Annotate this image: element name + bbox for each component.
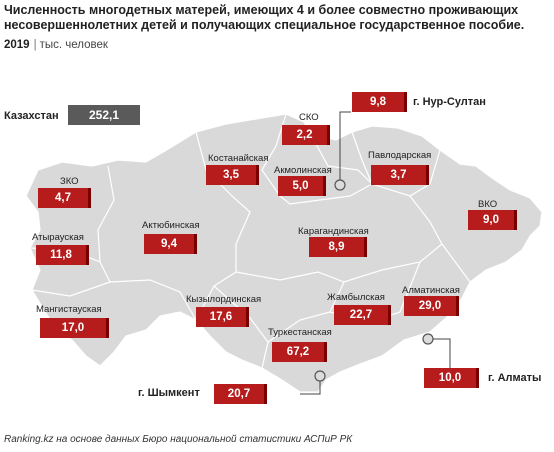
total-label: Казахстан	[4, 110, 59, 122]
unit-label: тыс. человек	[39, 39, 108, 51]
region-label-zko: ЗКО	[60, 176, 79, 187]
region-label-kostanay: Костанайская	[208, 153, 269, 164]
region-value-zhambyl: 22,7	[334, 305, 391, 325]
chart-subtitle: 2019 | тыс. человек	[4, 38, 108, 52]
region-label-pavlodar: Павлодарская	[368, 150, 432, 161]
region-value-atyrau: 11,8	[36, 245, 89, 265]
border-line	[31, 279, 197, 321]
region-value-almaty-region: 29,0	[404, 296, 459, 316]
source-note: Ranking.kz на основе данных Бюро национа…	[4, 434, 353, 445]
region-label-vko: ВКО	[478, 199, 498, 210]
region-label-zhambyl: Жамбылская	[327, 292, 385, 303]
region-value-mangystau: 17,0	[40, 318, 109, 338]
region-value-turkestan: 67,2	[272, 342, 327, 362]
region-label-almaty-region: Алматинская	[402, 285, 460, 296]
border-line	[267, 281, 345, 343]
city-marker-almaty	[422, 333, 434, 345]
region-label-almaty-city: г. Алматы	[488, 372, 542, 384]
region-value-karaganda: 8,9	[309, 237, 367, 257]
separator: |	[33, 39, 37, 51]
region-value-nur-sultan: 9,8	[352, 92, 407, 112]
border-line	[213, 285, 269, 369]
border-line	[261, 113, 373, 205]
border-line	[97, 165, 115, 283]
region-value-almaty-city: 10,0	[424, 368, 479, 388]
region-value-pavlodar: 3,7	[371, 165, 429, 185]
city-marker-shymkent	[314, 370, 326, 382]
region-label-atyrau: Атырауская	[32, 232, 84, 243]
leader-almaty	[428, 338, 451, 370]
region-value-aktobe: 9,4	[144, 234, 197, 254]
border-line	[409, 195, 471, 283]
border-line	[351, 131, 441, 197]
region-value-akmola: 5,0	[278, 176, 326, 196]
region-value-kostanay: 3,5	[206, 165, 259, 185]
region-value-kyzylorda: 17,6	[196, 307, 249, 327]
leader-nur-sultan	[339, 111, 351, 183]
region-label-kyzylorda: Кызылординская	[186, 294, 262, 305]
region-label-mangystau: Мангистауская	[36, 304, 102, 315]
region-value-zko: 4,7	[38, 188, 91, 208]
total-value: 252,1	[68, 105, 140, 125]
region-value-sko: 2,2	[282, 125, 330, 145]
region-label-karaganda: Карагандинская	[298, 226, 369, 237]
region-label-shymkent: г. Шымкент	[138, 387, 200, 399]
chart-title: Численность многодетных матерей, имеющих…	[4, 3, 525, 32]
year-label: 2019	[4, 39, 30, 51]
region-label-sko: СКО	[299, 112, 319, 123]
region-value-shymkent: 20,7	[214, 384, 267, 404]
region-label-aktobe: Актюбинская	[142, 220, 200, 231]
leader-lines	[300, 111, 451, 395]
region-label-nur-sultan: г. Нур-Султан	[413, 96, 486, 108]
city-marker-nur-sultan	[334, 179, 346, 191]
leader-shymkent	[300, 378, 321, 395]
region-label-turkestan: Туркестанская	[268, 327, 332, 338]
region-value-vko: 9,0	[468, 210, 517, 230]
region-label-akmola: Акмолинская	[274, 165, 332, 176]
